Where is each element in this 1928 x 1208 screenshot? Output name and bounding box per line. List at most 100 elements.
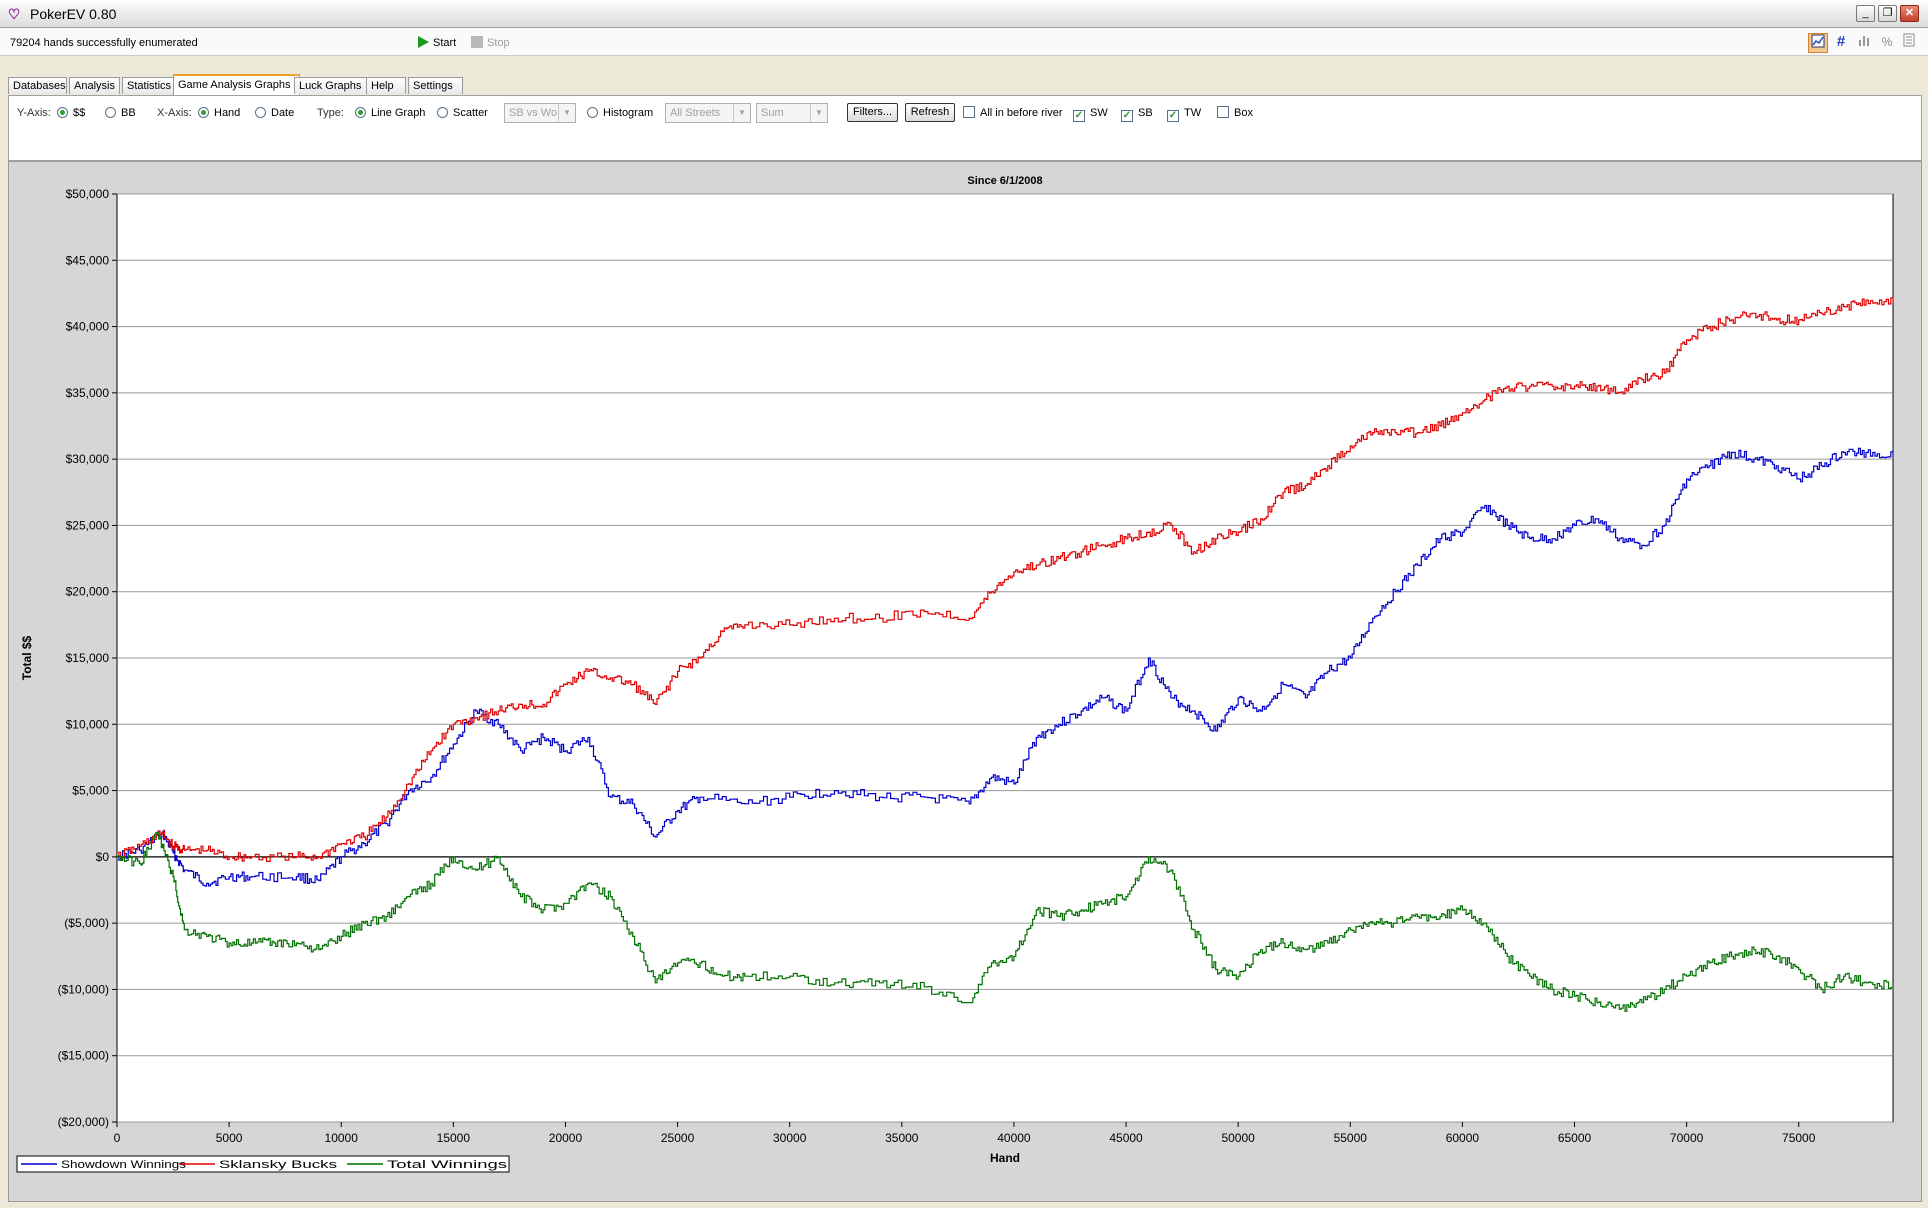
y-tick-label: ($15,000) — [58, 1049, 109, 1063]
minimize-button[interactable]: _ — [1856, 5, 1875, 22]
tab-game-analysis-graphs[interactable]: Game Analysis Graphs — [173, 74, 300, 95]
type-histogram-radio[interactable]: Histogram — [587, 105, 653, 121]
tab-databases[interactable]: Databases — [8, 77, 67, 94]
checkmark-icon: ✓ — [1167, 110, 1179, 122]
radio-icon — [57, 107, 68, 118]
x-tick-label: 75000 — [1782, 1131, 1816, 1145]
aggregate-select[interactable]: Sum ▼ — [756, 103, 828, 123]
y-tick-label: $30,000 — [66, 452, 110, 466]
y-tick-label: $25,000 — [66, 518, 110, 532]
tab-analysis[interactable]: Analysis — [69, 77, 120, 94]
type-label: Type: — [317, 107, 344, 119]
status-message: 79204 hands successfully enumerated — [10, 37, 198, 49]
all-in-before-river-checkbox[interactable]: All in before river — [963, 105, 1063, 121]
x-tick-label: 70000 — [1670, 1131, 1704, 1145]
radio-icon — [198, 107, 209, 118]
chart-title: Since 6/1/2008 — [967, 175, 1042, 187]
y-tick-label: ($10,000) — [58, 982, 109, 996]
chevron-down-icon: ▼ — [810, 104, 827, 122]
x-tick-label: 20000 — [549, 1131, 583, 1145]
stop-label: Stop — [487, 37, 510, 49]
stop-icon — [471, 36, 483, 48]
percent-icon[interactable]: % — [1881, 35, 1893, 49]
x-tick-label: 5000 — [216, 1131, 243, 1145]
chevron-down-icon: ▼ — [558, 104, 575, 122]
series-line — [117, 447, 1894, 887]
radio-icon — [587, 107, 598, 118]
radio-icon — [355, 107, 366, 118]
yaxis-label: Y-Axis: — [17, 107, 51, 119]
tab-statistics[interactable]: Statistics — [122, 77, 180, 94]
x-tick-label: 15000 — [437, 1131, 471, 1145]
y-tick-label: $10,000 — [66, 717, 110, 731]
xaxis-hand-radio[interactable]: Hand — [198, 105, 240, 121]
tab-help[interactable]: Help — [366, 77, 406, 94]
type-line-graph-radio[interactable]: Line Graph — [355, 105, 425, 121]
radio-icon — [255, 107, 266, 118]
y-tick-label: $0 — [96, 850, 110, 864]
stop-button[interactable]: Stop — [470, 35, 510, 51]
tab-luck-graphs[interactable]: Luck Graphs — [294, 77, 372, 94]
checkmark-icon: ✓ — [1073, 110, 1085, 122]
legend-entry: Total Winnings — [387, 1159, 508, 1171]
radio-icon — [105, 107, 116, 118]
yaxis-dollars-radio[interactable]: $$ — [57, 105, 85, 121]
sb-checkbox[interactable]: ✓ SB — [1121, 107, 1153, 122]
radio-icon — [437, 107, 448, 118]
hash-icon[interactable]: # — [1836, 33, 1846, 50]
chart-icon[interactable] — [1808, 33, 1828, 53]
xaxis-date-radio[interactable]: Date — [255, 105, 294, 121]
y-tick-label: $40,000 — [66, 320, 110, 334]
filters-button[interactable]: Filters... — [847, 103, 898, 122]
x-tick-label: 40000 — [997, 1131, 1031, 1145]
tw-checkbox[interactable]: ✓ TW — [1167, 107, 1202, 122]
start-label: Start — [433, 37, 457, 49]
title-bar: ♡ PokerEV 0.80 _ ❐ ✕ — [0, 0, 1928, 28]
scatter-series-select[interactable]: SB vs Wo ▼ — [504, 103, 576, 123]
x-tick-label: 45000 — [1109, 1131, 1143, 1145]
y-tick-label: $5,000 — [72, 784, 109, 798]
graph-options-panel: Y-Axis: $$ BB X-Axis: Hand Date Type: Li… — [8, 95, 1922, 161]
streets-select[interactable]: All Streets ▼ — [665, 103, 751, 123]
x-tick-label: 60000 — [1446, 1131, 1480, 1145]
x-tick-label: 25000 — [661, 1131, 695, 1145]
status-bar: 79204 hands successfully enumerated Star… — [0, 28, 1928, 56]
y-tick-label: $35,000 — [66, 386, 110, 400]
window-title: PokerEV 0.80 — [30, 6, 117, 22]
x-tick-label: 0 — [114, 1131, 121, 1145]
legend-entry: Sklansky Bucks — [219, 1159, 338, 1171]
tab-settings[interactable]: Settings — [408, 77, 463, 94]
yaxis-bb-radio[interactable]: BB — [105, 105, 136, 121]
series-line — [117, 297, 1894, 862]
checkbox-icon — [1217, 106, 1229, 118]
y-axis-label: Total $$ — [20, 635, 34, 680]
start-button[interactable]: Start — [416, 35, 456, 51]
type-scatter-radio[interactable]: Scatter — [437, 105, 488, 121]
app-logo-icon: ♡ — [7, 6, 21, 22]
y-tick-label: ($5,000) — [64, 916, 109, 930]
restore-button[interactable]: ❐ — [1878, 5, 1897, 22]
sw-checkbox[interactable]: ✓ SW — [1073, 107, 1108, 122]
play-icon — [418, 36, 429, 48]
list-icon[interactable] — [1900, 33, 1918, 51]
chevron-down-icon: ▼ — [733, 104, 750, 122]
y-tick-label: ($20,000) — [58, 1115, 109, 1129]
x-tick-label: 35000 — [885, 1131, 919, 1145]
x-tick-label: 30000 — [773, 1131, 807, 1145]
series-line — [117, 831, 1894, 1012]
x-axis-label: Hand — [990, 1151, 1020, 1165]
box-checkbox[interactable]: Box — [1217, 105, 1253, 121]
close-button[interactable]: ✕ — [1900, 5, 1919, 22]
legend-box — [16, 1155, 510, 1173]
line-chart: Since 6/1/2008 $50,000 $45,000 $40,000 $35,0… — [16, 175, 1894, 1173]
refresh-button[interactable]: Refresh — [905, 103, 955, 122]
chart-panel: Since 6/1/2008 $50,000 $45,000 $40,000 $35,0… — [8, 161, 1922, 1202]
x-tick-label: 65000 — [1558, 1131, 1592, 1145]
checkmark-icon: ✓ — [1121, 110, 1133, 122]
checkbox-icon — [963, 106, 975, 118]
xaxis-label: X-Axis: — [157, 107, 192, 119]
y-tick-label: $20,000 — [66, 585, 110, 599]
y-tick-label: $50,000 — [66, 187, 110, 201]
x-tick-label: 55000 — [1334, 1131, 1368, 1145]
bar-chart-icon[interactable] — [1856, 33, 1874, 51]
